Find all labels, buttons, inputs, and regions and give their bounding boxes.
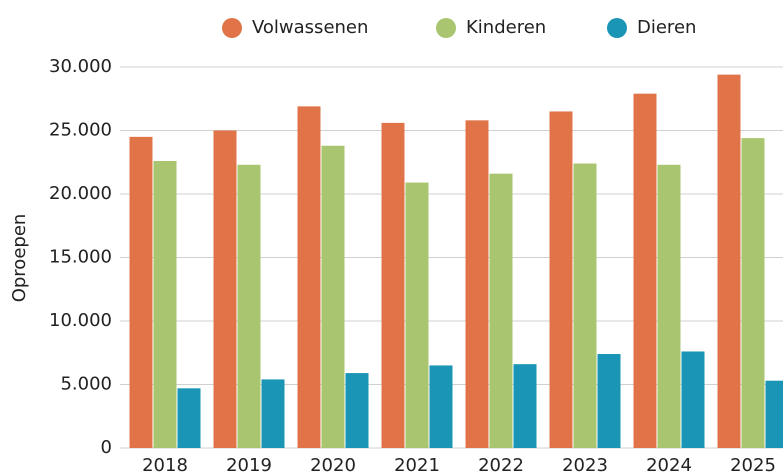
bar <box>405 182 429 448</box>
bar <box>717 74 741 449</box>
legend-marker <box>436 18 456 38</box>
x-tick-label: 2020 <box>310 455 356 476</box>
y-tick-label: 15.000 <box>49 247 112 268</box>
bar <box>597 354 621 448</box>
bar <box>765 380 783 448</box>
bar <box>321 145 345 449</box>
bar <box>345 373 369 448</box>
x-tick-label: 2025 <box>730 455 776 476</box>
y-tick-label: 10.000 <box>49 310 112 331</box>
bar <box>681 351 705 448</box>
x-tick-label: 2018 <box>142 455 188 476</box>
bar <box>261 379 285 448</box>
y-tick-label: 20.000 <box>49 183 112 204</box>
legend-label: Kinderen <box>466 17 546 38</box>
y-tick-label: 30.000 <box>49 56 112 77</box>
bar <box>549 111 573 448</box>
bar <box>153 160 177 449</box>
bar <box>237 164 261 449</box>
legend-label: Volwassenen <box>252 17 368 38</box>
y-tick-label: 5.000 <box>60 374 112 395</box>
bar <box>177 388 201 448</box>
bar <box>741 138 765 448</box>
x-tick-label: 2023 <box>562 455 608 476</box>
bar <box>381 122 405 448</box>
x-tick-label: 2022 <box>478 455 524 476</box>
y-tick-label: 25.000 <box>49 120 112 141</box>
y-axis-label: Oproepen <box>9 214 30 303</box>
legend-marker <box>607 18 627 38</box>
bar <box>465 120 489 448</box>
bar <box>657 164 681 449</box>
legend-label: Dieren <box>637 17 696 38</box>
x-tick-label: 2019 <box>226 455 272 476</box>
y-tick-label: 0 <box>101 437 112 458</box>
x-tick-label: 2021 <box>394 455 440 476</box>
bar <box>297 106 321 449</box>
bar <box>513 364 537 448</box>
bar <box>633 93 657 449</box>
legend-marker <box>222 18 242 38</box>
bar <box>573 163 597 448</box>
bar <box>213 130 237 448</box>
x-tick-label: 2024 <box>646 455 692 476</box>
bar <box>129 136 153 448</box>
bar <box>489 173 513 448</box>
bar <box>429 365 453 448</box>
